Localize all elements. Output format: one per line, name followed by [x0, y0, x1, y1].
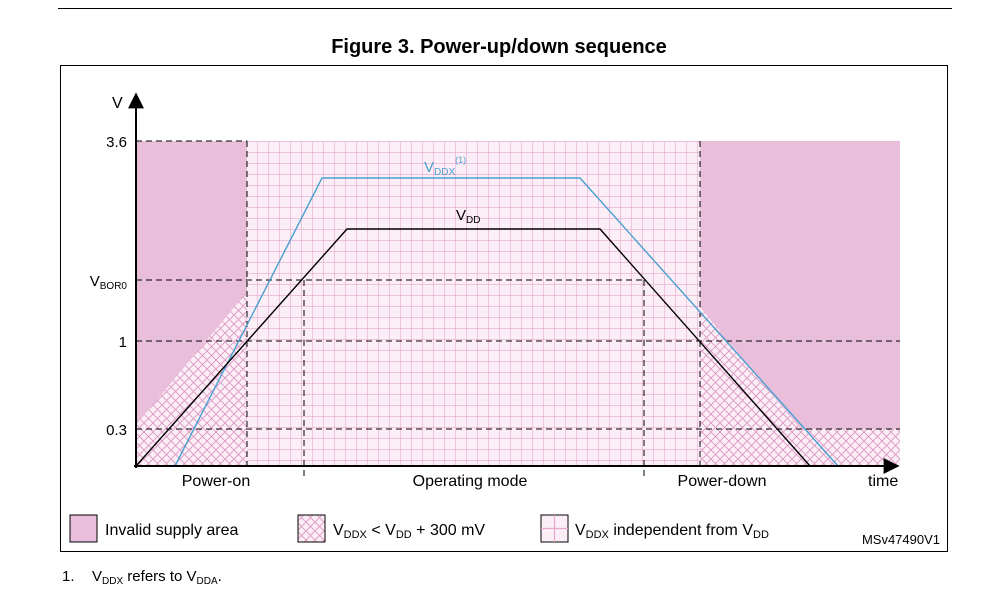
y-axis-label: V	[112, 95, 123, 112]
crosshatch-area-left	[136, 292, 247, 466]
legend-label-invalid: Invalid supply area	[105, 522, 239, 539]
vdd-curve	[135, 228, 811, 467]
legend-swatch-crosshatch	[297, 514, 326, 543]
figure-code: MSv47490V1	[862, 532, 940, 547]
footnote: 1. VDDX refers to VDDA.	[62, 568, 222, 587]
y-tick-vbor0: VBOR0	[90, 273, 128, 292]
legend-swatch-invalid	[69, 514, 98, 543]
y-tick-3-6: 3.6	[106, 134, 127, 151]
legend-label-crosshatch: VDDX < VDD + 300 mV	[333, 522, 485, 541]
x-axis-label: time	[868, 473, 898, 490]
figure-frame	[60, 65, 948, 552]
vddx-curve-label: VDDX(1)	[424, 155, 466, 178]
phase-label-operating-mode: Operating mode	[413, 473, 528, 490]
figure-title: Figure 3. Power-up/down sequence	[331, 36, 667, 58]
crosshatch-area-right	[700, 307, 831, 466]
legend-label-grid: VDDX independent from VDD	[575, 522, 769, 541]
vdd-curve-label: VDD	[456, 207, 480, 226]
phase-label-power-down: Power-down	[678, 473, 767, 490]
phase-label-power-on: Power-on	[182, 473, 250, 490]
vddx-curve	[174, 177, 839, 467]
y-tick-1: 1	[119, 334, 127, 351]
top-rule	[58, 8, 952, 9]
crosshatch-area-bottom-right	[700, 429, 900, 466]
footnote-number: 1.	[62, 568, 75, 585]
y-tick-0-3: 0.3	[106, 422, 127, 439]
footnote-text: VDDX refers to VDDA.	[92, 568, 222, 587]
